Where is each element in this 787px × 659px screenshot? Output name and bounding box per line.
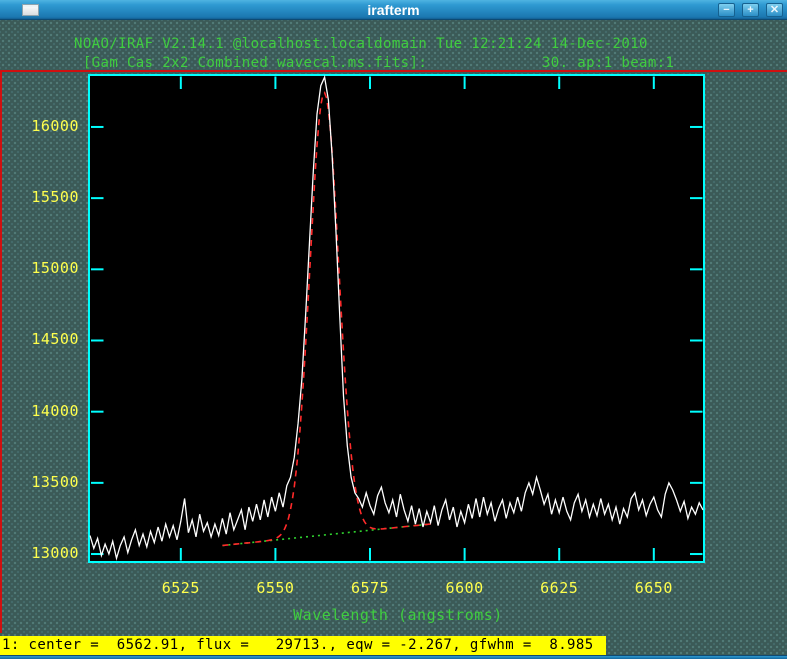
gaussian-fit-curve: [222, 91, 431, 547]
close-icon[interactable]: ✕: [766, 3, 783, 17]
y-tick-label: 13500: [31, 472, 79, 491]
x-tick-label: 6550: [256, 579, 295, 597]
y-tick-label: 14000: [31, 401, 79, 420]
window-controls: − + ✕: [718, 3, 783, 17]
y-tick-label: 16000: [31, 116, 79, 135]
fit-status-bar: 1: center = 6562.91, flux = 29713., eqw …: [0, 636, 606, 655]
x-tick-label: 6575: [350, 579, 390, 597]
x-axis-title: Wavelength (angstroms): [293, 606, 503, 624]
spectrum-file-header: [Gam_Cas_2x2_Combined_wavecal.ms.fits]: …: [74, 55, 675, 71]
maximize-icon[interactable]: +: [742, 3, 759, 17]
spectrum-trace: [89, 74, 704, 561]
window-bottom-border: [0, 655, 787, 659]
graphics-frame-top-line: [0, 70, 787, 72]
y-tick-label: 13000: [31, 544, 79, 563]
x-tick-label: 6650: [634, 579, 673, 597]
x-tick-label: 6600: [445, 579, 484, 597]
y-tick-label: 15500: [31, 188, 79, 207]
y-tick-label: 15000: [31, 259, 79, 278]
terminal-app-icon: [22, 4, 39, 16]
iraf-header-line: NOAO/IRAF V2.14.1 @localhost.localdomain…: [74, 36, 648, 52]
window-titlebar[interactable]: irafterm − + ✕: [0, 0, 787, 20]
x-tick-label: 6625: [540, 579, 579, 597]
graphics-frame-left-line: [0, 70, 2, 633]
spectrum-plot-canvas[interactable]: [88, 73, 710, 565]
x-tick-label: 6525: [161, 579, 200, 597]
y-tick-label: 14500: [31, 330, 79, 349]
minimize-icon[interactable]: −: [718, 3, 735, 17]
window-title: irafterm: [367, 1, 420, 18]
plot-box: [88, 74, 705, 563]
